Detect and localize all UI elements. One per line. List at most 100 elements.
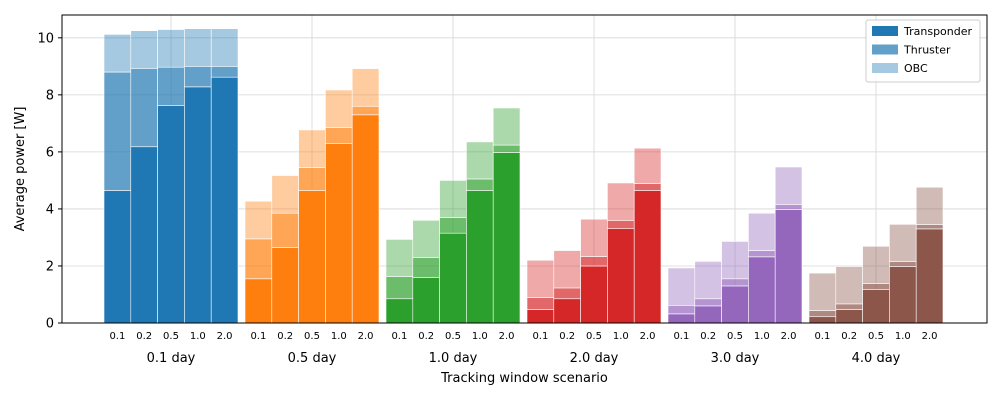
bar-segment-thruster — [862, 283, 890, 290]
bar-segment-thruster — [184, 66, 212, 88]
bar-segment-transponder — [244, 278, 273, 324]
x-subcategory-label: 0.2 — [841, 331, 857, 342]
bar-segment-thruster — [325, 127, 353, 144]
group-label: 4.0 day — [852, 351, 901, 366]
bar-segment-thruster — [466, 178, 494, 191]
group-label: 2.0 day — [570, 351, 619, 366]
bar-segment-transponder — [915, 228, 944, 324]
x-subcategory-label: 0.5 — [586, 331, 602, 342]
bar-segment-obc — [439, 180, 467, 218]
bar-segment-transponder — [157, 105, 185, 324]
bar-segment-transponder — [721, 285, 749, 324]
bar-segment-obc — [412, 220, 440, 258]
bar-segment-obc — [298, 129, 326, 168]
legend-entry-label: Thruster — [903, 44, 951, 57]
bar-segment-obc — [103, 34, 132, 73]
bar-segment-thruster — [748, 250, 776, 258]
bar-segment-transponder — [325, 143, 353, 324]
y-tick-label: 6 — [46, 145, 54, 160]
bar-segment-obc — [130, 30, 158, 69]
bar-segment-transponder — [298, 190, 326, 324]
bar-segment-thruster — [412, 257, 440, 278]
bar-segment-transponder — [607, 228, 635, 324]
bar-segment-thruster — [298, 167, 326, 191]
x-subcategory-label: 1.0 — [472, 331, 488, 342]
bar-segment-obc — [210, 28, 239, 67]
bar-segment-transponder — [694, 305, 722, 324]
bar-segment-thruster — [351, 105, 380, 116]
x-subcategory-label: 1.0 — [613, 331, 629, 342]
y-axis: 0 2 4 6 8 10 — [37, 31, 62, 332]
bar-segment-thruster — [721, 278, 749, 287]
bar-segment-thruster — [526, 297, 555, 310]
bar-segment-transponder — [466, 190, 494, 324]
bar-segment-obc — [667, 267, 696, 306]
bar-segment-transponder — [633, 190, 662, 324]
x-subcategory-label: 0.1 — [532, 331, 548, 342]
bar-segment-thruster — [915, 224, 944, 230]
x-subcategory-label: 1.0 — [190, 331, 206, 342]
bar-segment-transponder — [103, 190, 132, 324]
bar-segment-thruster — [694, 298, 722, 307]
y-tick-label: 0 — [46, 317, 54, 332]
x-subcategory-label: 1.0 — [754, 331, 770, 342]
bar-segment-thruster — [607, 220, 635, 229]
legend: Transponder Thruster OBC — [865, 19, 981, 83]
bar-segment-obc — [748, 212, 776, 251]
legend-swatch — [872, 26, 898, 36]
x-subcategory-label: 0.1 — [109, 331, 125, 342]
bar-segment-obc — [633, 147, 662, 184]
legend-swatch — [872, 44, 898, 55]
bar-segment-obc — [808, 272, 837, 311]
bar-segment-thruster — [244, 238, 273, 280]
bar-segment-thruster — [774, 204, 803, 210]
bar-segment-obc — [915, 186, 944, 225]
group-label: 0.1 day — [147, 351, 196, 366]
bar-segment-thruster — [271, 212, 299, 248]
bar-segment-thruster — [835, 303, 863, 310]
x-subcategory-label: 1.0 — [895, 331, 911, 342]
x-subcategory-label: 0.2 — [559, 331, 575, 342]
bar-segment-obc — [553, 250, 581, 289]
y-tick-label: 4 — [46, 202, 54, 217]
bar-segment-transponder — [580, 265, 608, 324]
bar-segment-obc — [694, 261, 722, 300]
group-label: 0.5 day — [288, 351, 337, 366]
bar-segment-thruster — [667, 305, 696, 315]
bar-segment-obc — [862, 245, 890, 284]
bar-segment-transponder — [130, 146, 158, 324]
x-axis: 0.1 day 0.1 0.2 0.5 1.0 2.0 0.5 day 0.1 0.2 0.5 1.… — [109, 331, 937, 366]
bar-segment-obc — [244, 200, 273, 240]
x-subcategory-label: 2.0 — [922, 331, 938, 342]
y-axis-label: Average power [W] — [13, 107, 28, 232]
bar-segment-thruster — [580, 256, 608, 267]
bar-segment-obc — [607, 182, 635, 221]
x-axis-label: Tracking window scenario — [440, 371, 608, 386]
x-subcategory-label: 0.1 — [391, 331, 407, 342]
legend-entry-label: OBC — [904, 62, 928, 75]
x-subcategory-label: 0.2 — [136, 331, 152, 342]
legend-swatch — [872, 63, 898, 73]
bar-segment-obc — [889, 224, 917, 262]
x-subcategory-label: 0.2 — [277, 331, 293, 342]
bar-segment-transponder — [889, 266, 917, 324]
bar-segment-thruster — [130, 68, 158, 148]
bar-segment-obc — [466, 141, 494, 180]
bar-segment-transponder — [667, 313, 696, 324]
y-tick-label: 8 — [46, 88, 54, 103]
bar-segment-transponder — [271, 247, 299, 324]
bar-segment-transponder — [862, 289, 890, 324]
x-subcategory-label: 0.1 — [673, 331, 689, 342]
bar-segment-transponder — [210, 76, 239, 324]
bar-segment-transponder — [748, 256, 776, 324]
x-subcategory-label: 2.0 — [499, 331, 515, 342]
bar-segment-transponder — [184, 86, 212, 324]
bar-segment-thruster — [385, 276, 414, 300]
bar-segment-obc — [385, 239, 414, 277]
bar-segment-transponder — [526, 309, 555, 324]
bar-segment-thruster — [103, 71, 132, 191]
y-tick-label: 10 — [37, 31, 54, 46]
bar-segment-obc — [351, 68, 380, 107]
bar-segment-obc — [721, 241, 749, 280]
